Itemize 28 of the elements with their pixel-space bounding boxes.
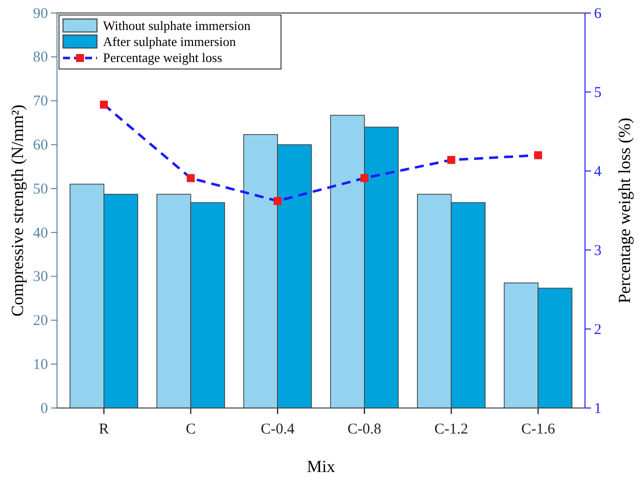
y-tick-label: 80 [33, 50, 48, 66]
y-tick-label: 0 [40, 400, 48, 417]
legend-label: After sulphate immersion [103, 34, 236, 49]
y-axis-title: Compressive strength (N/mm²) [8, 104, 27, 316]
y-tick-label: 10 [33, 356, 48, 373]
y-tick-label: 40 [33, 225, 48, 242]
y2-tick-label: 6 [594, 6, 602, 22]
y2-tick-label: 5 [594, 84, 602, 101]
y2-tick-label: 3 [594, 242, 602, 259]
x-tick-label: C-1.6 [521, 422, 556, 438]
y-tick-label: 90 [33, 6, 48, 22]
y-tick-label: 20 [33, 313, 48, 330]
y2-tick-label: 1 [594, 400, 602, 417]
x-tick-label: R [98, 422, 109, 438]
y2-tick-label: 4 [594, 164, 602, 180]
y2-axis-title: Percentage weight loss (%) [615, 118, 634, 304]
y-tick-label: 60 [33, 137, 48, 154]
x-axis-title: Mix [306, 457, 336, 476]
y-tick-label: 70 [33, 94, 48, 110]
x-tick-label: C [186, 422, 196, 438]
legend-label: Percentage weight loss [103, 50, 222, 65]
x-tick-label: C-0.8 [348, 422, 382, 438]
legend-label: Without sulphate immersion [103, 18, 252, 33]
x-tick-label: C-0.4 [260, 422, 295, 438]
x-tick-label: C-1.2 [434, 422, 468, 438]
y-tick-label: 30 [33, 269, 48, 286]
y-tick-label: 50 [33, 181, 48, 198]
y2-tick-label: 2 [594, 322, 602, 338]
